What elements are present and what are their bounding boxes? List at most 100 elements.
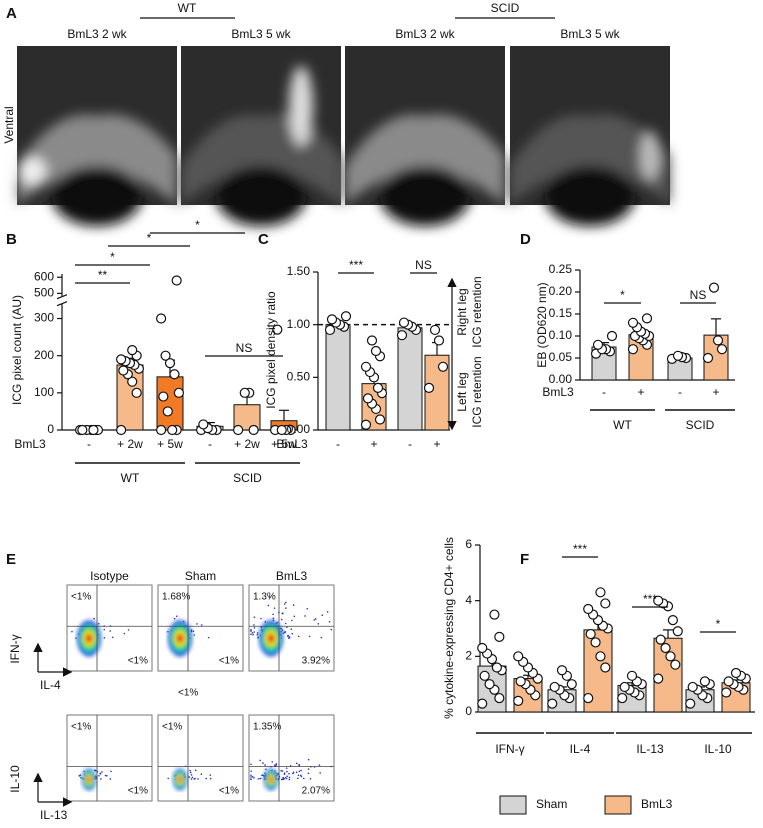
flow-event xyxy=(297,774,300,777)
flow-event xyxy=(273,607,276,609)
flow-event xyxy=(196,623,198,625)
plot-title: BmL3 xyxy=(276,569,308,583)
y-tick-label: 0.00 xyxy=(549,372,573,386)
flow-event xyxy=(127,629,130,631)
flow-event xyxy=(289,764,292,767)
flow-event xyxy=(283,772,286,774)
x-axis-label: BmL3 xyxy=(542,385,574,399)
density-blob xyxy=(263,768,279,791)
flow-event xyxy=(173,617,176,620)
density-level xyxy=(267,633,275,643)
error-bar xyxy=(663,629,673,639)
data-point xyxy=(127,376,138,387)
y-tick-label: 0.10 xyxy=(549,328,573,342)
data-point xyxy=(489,609,500,620)
plot-title: Isotype xyxy=(90,569,129,583)
flow-event xyxy=(302,777,305,780)
image-glow xyxy=(345,114,505,226)
flow-event xyxy=(280,618,283,621)
side-label: ICG retention xyxy=(470,276,484,347)
side-label: Right leg xyxy=(455,288,469,335)
plot-title: Sham xyxy=(185,569,216,583)
y-tick-label: 0.20 xyxy=(549,284,573,298)
significance-label: * xyxy=(110,250,115,264)
data-point xyxy=(366,335,378,346)
data-point xyxy=(627,344,639,355)
flow-event xyxy=(260,617,262,620)
y-axis-label: % cytokine-expressing CD4+ cells xyxy=(442,537,456,719)
flow-event xyxy=(288,772,290,775)
image-title: BmL3 2 wk xyxy=(67,27,127,41)
y-tick-label: 4 xyxy=(465,593,472,607)
panel-letter: A xyxy=(6,5,17,22)
flow-event xyxy=(271,761,274,763)
data-point xyxy=(233,424,244,436)
flow-event xyxy=(100,778,102,780)
flow-event xyxy=(192,630,195,633)
data-point xyxy=(484,679,495,690)
flow-event xyxy=(256,633,259,636)
y-tick-label: 6 xyxy=(465,537,472,551)
x-tick-label: IL-13 xyxy=(636,742,664,756)
y-axis-label: IFN-γ xyxy=(8,634,22,663)
significance-label: *** xyxy=(573,542,587,556)
flow-event xyxy=(286,626,288,629)
x-tick-label: - xyxy=(408,437,412,451)
data-point xyxy=(653,673,664,684)
data-point xyxy=(494,692,505,704)
legend-swatch xyxy=(499,795,527,815)
data-point xyxy=(617,692,628,704)
flow-event xyxy=(110,770,112,773)
flow-event xyxy=(98,774,100,777)
flow-event xyxy=(280,770,282,772)
data-point xyxy=(477,698,488,709)
data-point xyxy=(173,387,184,398)
flow-event xyxy=(283,631,286,633)
flow-event xyxy=(167,777,169,780)
image-shape xyxy=(52,166,142,226)
side-label: Left leg xyxy=(455,372,469,411)
data-point xyxy=(156,424,167,436)
data-point xyxy=(655,634,666,645)
data-point xyxy=(77,424,88,436)
flow-event xyxy=(309,777,312,780)
x-axis-label: IL-13 xyxy=(40,808,68,822)
flow-event xyxy=(197,778,199,780)
panel-letter: F xyxy=(520,551,529,568)
legend-swatch xyxy=(604,795,632,815)
x-tick-label: - xyxy=(336,437,340,451)
flow-event xyxy=(288,636,291,638)
x-tick-label: + 5w xyxy=(157,437,183,451)
data-point xyxy=(429,324,441,336)
flow-event xyxy=(292,771,295,774)
flow-event xyxy=(284,622,287,625)
data-point xyxy=(127,344,138,356)
data-point xyxy=(398,317,410,328)
flow-event xyxy=(123,632,126,635)
flow-event xyxy=(282,778,285,780)
data-point xyxy=(592,339,604,350)
y-axis-label: ICG pixel count (AU) xyxy=(10,295,24,405)
flow-event xyxy=(250,770,253,772)
group-label: SCID xyxy=(491,1,520,15)
data-point xyxy=(372,382,384,393)
flow-event xyxy=(253,616,256,618)
legend-label: BmL3 xyxy=(641,797,673,811)
image-glow xyxy=(181,66,341,226)
data-point xyxy=(272,324,283,335)
flow-event xyxy=(313,619,316,621)
data-point xyxy=(585,628,596,640)
y-tick-label: 0 xyxy=(47,422,54,436)
flow-event xyxy=(298,763,300,766)
flow-event xyxy=(306,607,309,610)
data-point xyxy=(595,587,606,598)
image-shape xyxy=(545,166,635,226)
data-point xyxy=(699,676,710,687)
flow-event xyxy=(300,775,303,778)
density-blob xyxy=(77,620,101,657)
quadrant-percent: <1% xyxy=(128,656,148,667)
data-point xyxy=(423,382,435,393)
y-tick-label: 0.05 xyxy=(549,350,573,364)
data-point xyxy=(362,393,374,404)
data-point xyxy=(198,419,209,430)
